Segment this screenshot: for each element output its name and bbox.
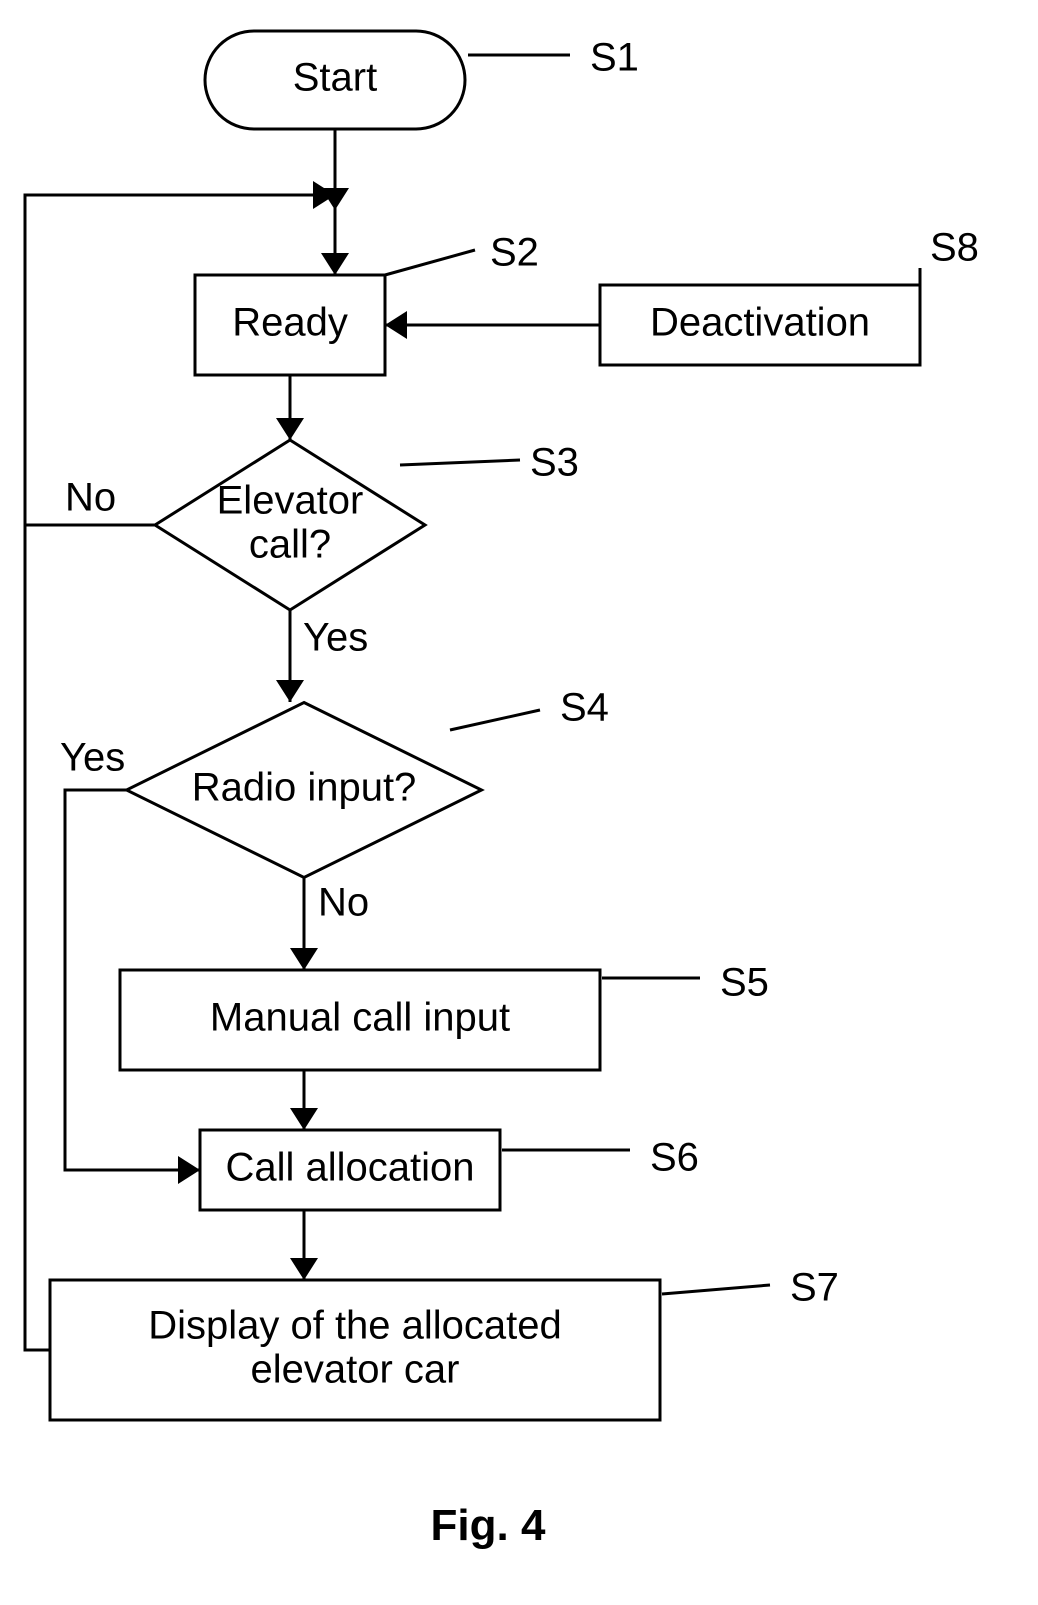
edge-label-s3-no-loop: No — [65, 476, 116, 520]
step-label-s2: S2 — [490, 231, 539, 275]
step-label-s7: S7 — [790, 1266, 839, 1310]
edge-label-s3-yes-to-s4: Yes — [303, 616, 368, 660]
step-label-s8: S8 — [930, 226, 979, 270]
step-label-s3: S3 — [530, 441, 579, 485]
step-label-s6: S6 — [650, 1136, 699, 1180]
node-text-s1: Start — [293, 56, 377, 100]
node-s7: Display of the allocatedelevator car — [50, 1280, 660, 1420]
node-s8: Deactivation — [600, 285, 920, 365]
node-s6: Call allocation — [200, 1130, 500, 1210]
svg-text:Radio input?: Radio input? — [192, 766, 417, 810]
edge-label-s4-no-to-s5: No — [318, 881, 369, 925]
node-s3: Elevatorcall? — [155, 440, 425, 610]
figure-caption: Fig. 4 — [431, 1501, 546, 1550]
node-s4: Radio input? — [127, 703, 482, 878]
node-text-s2: Ready — [232, 301, 348, 345]
svg-text:call?: call? — [249, 523, 331, 567]
step-label-s4: S4 — [560, 686, 609, 730]
node-s5: Manual call input — [120, 970, 600, 1070]
svg-text:Elevator: Elevator — [217, 479, 364, 523]
node-text-s5: Manual call input — [210, 996, 510, 1040]
edge-s7-to-loop — [25, 525, 50, 1350]
node-text-s6: Call allocation — [225, 1146, 474, 1190]
edge-label-s4-yes-to-s6: Yes — [60, 736, 125, 780]
svg-text:Display of the allocated: Display of the allocated — [148, 1304, 562, 1348]
step-label-s1: S1 — [590, 36, 639, 80]
step-label-s5: S5 — [720, 961, 769, 1005]
node-s2: Ready — [195, 275, 385, 375]
node-s1: Start — [205, 31, 465, 129]
node-text-s8: Deactivation — [650, 301, 870, 345]
svg-text:elevator car: elevator car — [251, 1348, 460, 1392]
